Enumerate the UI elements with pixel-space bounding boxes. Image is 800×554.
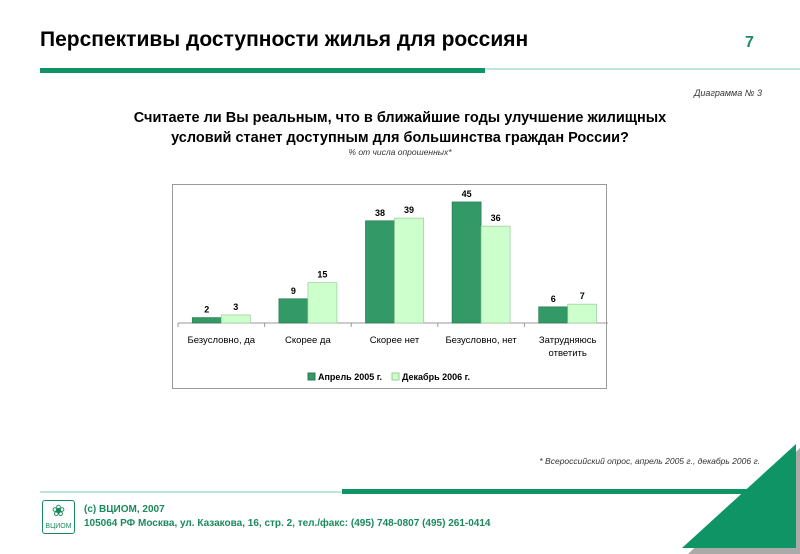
data-label: 15	[317, 270, 327, 280]
legend-swatch	[391, 372, 400, 381]
legend-label: Апрель 2005 г.	[318, 372, 382, 382]
footnote: * Всероссийский опрос, апрель 2005 г., д…	[539, 456, 760, 466]
legend-swatch	[307, 372, 316, 381]
header-divider-light	[485, 68, 800, 70]
copyright: (c) ВЦИОМ, 2007	[84, 504, 165, 515]
header-divider	[40, 68, 485, 73]
bar	[365, 220, 395, 324]
address: 105064 РФ Москва, ул. Казакова, 16, стр.…	[84, 518, 491, 529]
data-label: 39	[404, 205, 414, 215]
bar	[220, 314, 251, 324]
bar	[191, 317, 222, 324]
data-label: 38	[375, 208, 385, 218]
category-label: ответить	[549, 348, 587, 359]
data-label: 7	[580, 291, 585, 301]
category-label: Безусловно, нет	[445, 335, 517, 346]
corner-triangle	[682, 444, 800, 554]
bar	[480, 225, 511, 324]
data-label: 2	[204, 305, 209, 315]
bar	[307, 282, 338, 324]
category-label: Затрудняюсь	[539, 335, 597, 346]
category-label: Скорее да	[285, 335, 331, 346]
category-label: Скорее нет	[370, 335, 420, 346]
question-line-2: условий станет доступным для большинства…	[171, 130, 629, 146]
bar	[394, 217, 424, 324]
chart-subtitle: % от числа опрошенных*	[348, 147, 452, 157]
data-label: 9	[291, 286, 296, 296]
data-label: 3	[233, 302, 238, 312]
bar-chart: 2 3 Безусловно, да 9 15 Скорее да 38 39 Скорее н…	[172, 184, 608, 389]
vciom-logo: ❀ ВЦИОМ	[42, 500, 75, 534]
slide-title: Перспективы доступности жилья для россия…	[40, 28, 529, 51]
bar	[278, 298, 309, 324]
bar	[451, 201, 482, 324]
data-label: 36	[491, 213, 501, 223]
category-label: Безусловно, да	[188, 335, 256, 346]
footer-text: (c) ВЦИОМ, 2007 105064 РФ Москва, ул. Ка…	[84, 503, 490, 531]
question-line-1: Считаете ли Вы реальным, что в ближайшие…	[133, 110, 667, 126]
question: Считаете ли Вы реальным, что в ближайшие…	[60, 108, 740, 148]
data-label: 45	[462, 189, 472, 199]
diagram-label: Диаграмма № 3	[694, 88, 762, 98]
bar	[567, 303, 598, 324]
footer-divider	[342, 489, 782, 494]
bar	[538, 306, 569, 324]
legend-label: Декабрь 2006 г.	[402, 372, 470, 382]
footer-divider-light	[40, 491, 342, 493]
data-label: 6	[551, 294, 556, 304]
page-number: 7	[745, 34, 754, 51]
